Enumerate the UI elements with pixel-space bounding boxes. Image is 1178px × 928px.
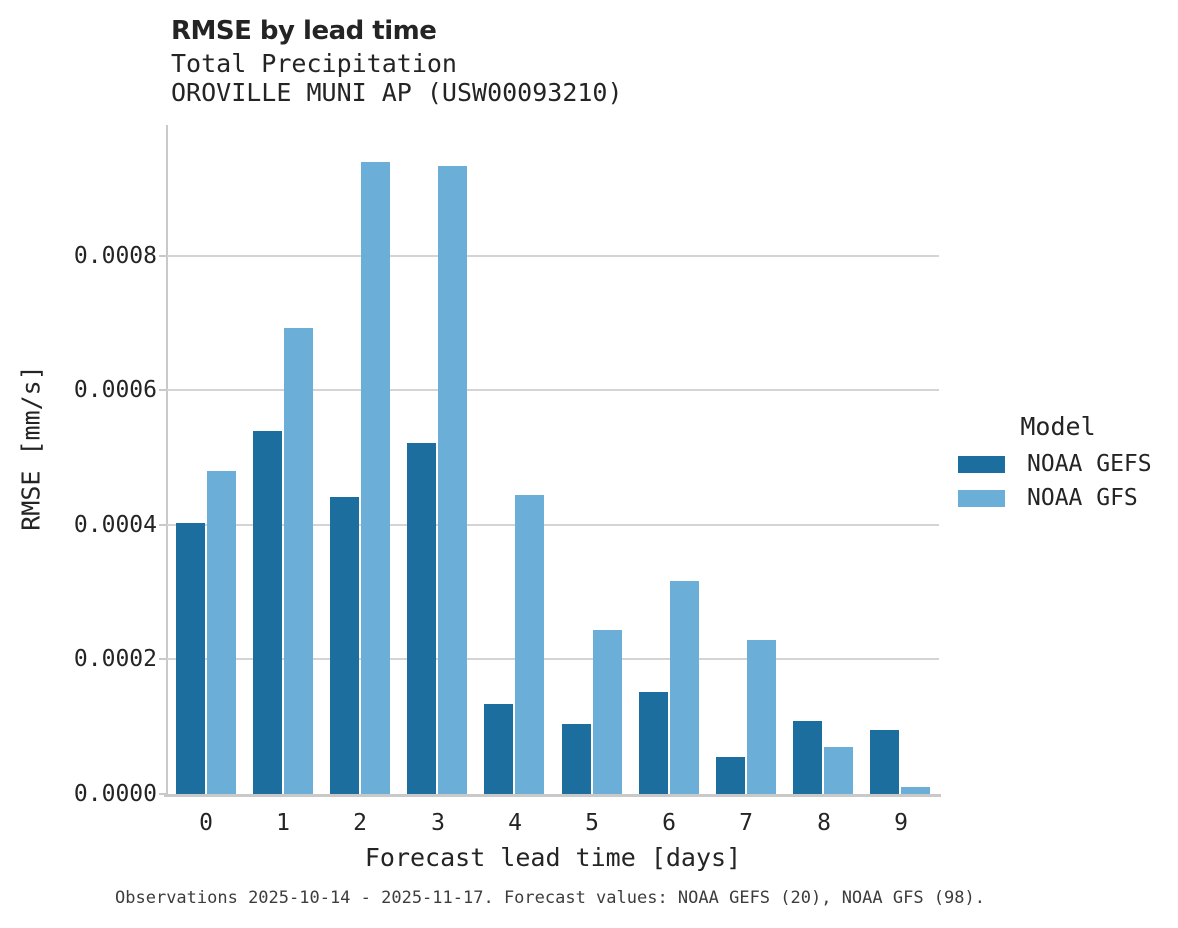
x-tick-label: 6 xyxy=(662,810,676,836)
gridline-y-0.0002 xyxy=(167,658,939,660)
y-tick-label: 0.0000 xyxy=(73,781,157,807)
bar-noaa-gefs-lead-7 xyxy=(716,757,745,794)
gridline-y-0.0008 xyxy=(167,255,939,257)
bar-noaa-gfs-lead-5 xyxy=(593,630,622,794)
y-tick-mark xyxy=(159,524,167,526)
bar-noaa-gefs-lead-0 xyxy=(176,523,205,794)
bar-noaa-gfs-lead-2 xyxy=(361,162,390,794)
bar-noaa-gefs-lead-2 xyxy=(330,497,359,794)
gridline-y-0.0004 xyxy=(167,524,939,526)
chart-subtitle-station: OROVILLE MUNI AP (USW00093210) xyxy=(171,78,623,107)
bar-noaa-gefs-lead-6 xyxy=(639,692,668,794)
legend-item-noaa-gfs: NOAA GFS xyxy=(958,481,1170,515)
legend-item-label: NOAA GFS xyxy=(1027,485,1138,511)
bar-noaa-gefs-lead-1 xyxy=(253,431,282,794)
legend-title: Model xyxy=(1020,412,1096,441)
bar-noaa-gfs-lead-3 xyxy=(438,166,467,794)
chart-subtitle-variable: Total Precipitation xyxy=(171,49,457,78)
bar-noaa-gefs-lead-5 xyxy=(562,724,591,794)
bar-noaa-gefs-lead-9 xyxy=(870,730,899,794)
legend: Model NOAA GEFS NOAA GFS xyxy=(958,413,1170,515)
x-tick-label: 5 xyxy=(585,810,599,836)
x-tick-label: 0 xyxy=(199,810,213,836)
x-tick-label: 2 xyxy=(353,810,367,836)
x-tick-label: 8 xyxy=(817,810,831,836)
chart-subtitle: Total Precipitation OROVILLE MUNI AP (US… xyxy=(171,49,623,107)
x-tick-label: 1 xyxy=(276,810,290,836)
gridline-y-0.0006 xyxy=(167,389,939,391)
caption: Observations 2025-10-14 - 2025-11-17. Fo… xyxy=(115,888,985,908)
y-tick-label: 0.0004 xyxy=(73,512,157,538)
bar-noaa-gefs-lead-8 xyxy=(793,721,822,794)
x-tick-label: 4 xyxy=(508,810,522,836)
bar-noaa-gefs-lead-3 xyxy=(407,443,436,794)
chart-title: RMSE by lead time xyxy=(171,16,437,46)
y-tick-mark xyxy=(159,658,167,660)
legend-items: NOAA GEFS NOAA GFS xyxy=(958,447,1170,515)
legend-item-label: NOAA GEFS xyxy=(1027,451,1152,477)
bar-noaa-gefs-lead-4 xyxy=(484,704,513,794)
y-tick-label: 0.0002 xyxy=(73,646,157,672)
x-axis-label: Forecast lead time [days] xyxy=(364,843,742,872)
bar-noaa-gfs-lead-6 xyxy=(670,581,699,794)
x-tick-label: 3 xyxy=(431,810,445,836)
legend-swatch xyxy=(958,489,1005,507)
y-tick-label: 0.0006 xyxy=(73,377,157,403)
bar-noaa-gfs-lead-0 xyxy=(207,471,236,794)
y-tick-mark xyxy=(159,255,167,257)
bar-noaa-gfs-lead-8 xyxy=(824,747,853,794)
y-tick-mark xyxy=(159,793,167,795)
bar-noaa-gfs-lead-9 xyxy=(901,787,930,794)
y-tick-label: 0.0008 xyxy=(73,243,157,269)
bar-noaa-gfs-lead-7 xyxy=(747,640,776,794)
bar-noaa-gfs-lead-1 xyxy=(284,328,313,794)
x-axis-spine xyxy=(164,794,941,797)
bar-noaa-gfs-lead-4 xyxy=(515,495,544,794)
y-tick-mark xyxy=(159,389,167,391)
legend-swatch xyxy=(958,455,1005,473)
x-tick-label: 7 xyxy=(739,810,753,836)
legend-item-noaa-gefs: NOAA GEFS xyxy=(958,447,1170,481)
y-axis-spine xyxy=(166,125,168,797)
x-tick-label: 9 xyxy=(894,810,908,836)
